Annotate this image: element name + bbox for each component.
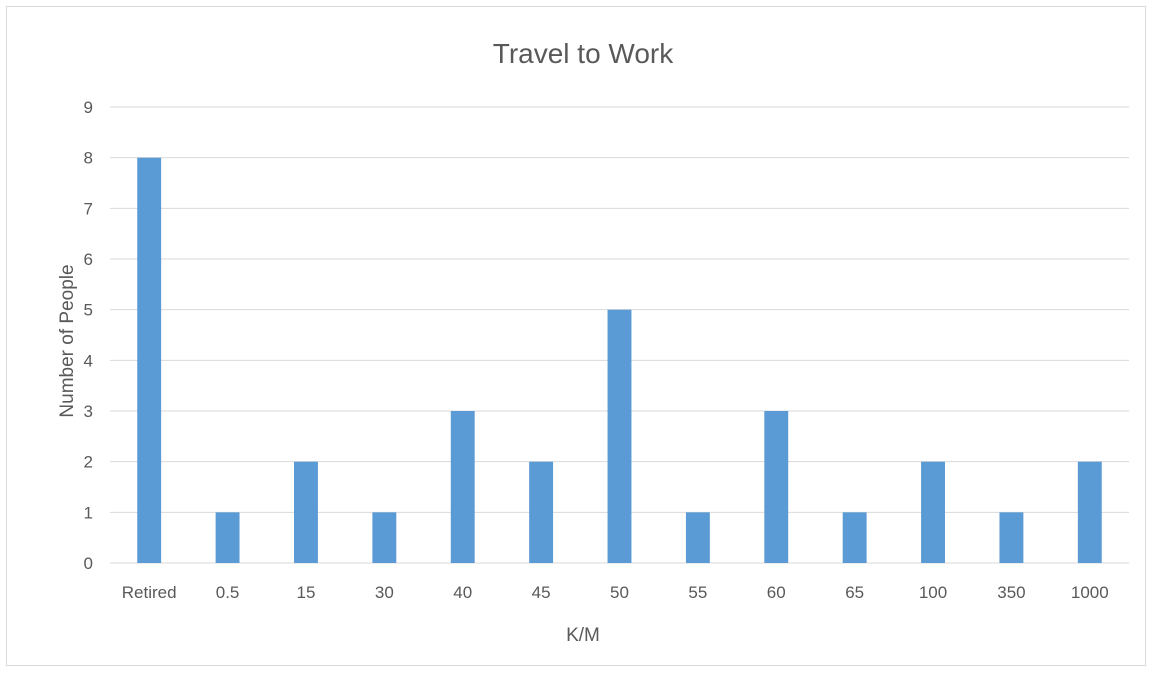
x-tick-label: 15 bbox=[297, 583, 316, 602]
x-tick-label: 65 bbox=[845, 583, 864, 602]
y-tick-label: 4 bbox=[84, 351, 93, 370]
y-tick-label: 1 bbox=[84, 503, 93, 522]
x-tick-label: 350 bbox=[997, 583, 1025, 602]
bar-350 bbox=[999, 512, 1024, 563]
chart-title: Travel to Work bbox=[493, 38, 674, 69]
bar-30 bbox=[372, 512, 397, 563]
x-tick-label: 1000 bbox=[1071, 583, 1109, 602]
y-tick-label: 7 bbox=[84, 199, 93, 218]
bar-Retired bbox=[137, 157, 162, 563]
y-tick-label: 6 bbox=[84, 250, 93, 269]
x-tick-label: 40 bbox=[453, 583, 472, 602]
y-tick-label: 0 bbox=[84, 554, 93, 573]
bar-15 bbox=[294, 461, 318, 563]
x-axis-ticks: Retired 0.5 15 30 40 45 50 55 60 65 100 350 1000 bbox=[122, 583, 1109, 602]
bar-45 bbox=[529, 461, 554, 563]
bar-50 bbox=[607, 309, 632, 563]
x-tick-label: 45 bbox=[532, 583, 551, 602]
y-tick-label: 2 bbox=[84, 453, 93, 472]
y-tick-label: 9 bbox=[84, 98, 93, 117]
bars bbox=[137, 157, 1102, 563]
x-tick-label: 0.5 bbox=[216, 583, 240, 602]
bar-65 bbox=[842, 512, 867, 563]
y-tick-label: 5 bbox=[84, 301, 93, 320]
x-tick-label: Retired bbox=[122, 583, 177, 602]
x-axis-label: K/M bbox=[566, 625, 600, 646]
x-tick-label: 30 bbox=[375, 583, 394, 602]
x-tick-label: 100 bbox=[919, 583, 947, 602]
y-axis-label: Number of People bbox=[57, 264, 78, 417]
x-tick-label: 60 bbox=[767, 583, 786, 602]
bar-1000 bbox=[1077, 461, 1102, 563]
y-tick-label: 3 bbox=[84, 402, 93, 421]
bar-100 bbox=[921, 461, 945, 563]
y-tick-label: 8 bbox=[84, 149, 93, 168]
bar-40 bbox=[450, 411, 475, 563]
y-axis-ticks: 0 1 2 3 4 5 6 7 8 9 bbox=[84, 98, 93, 573]
x-tick-label: 55 bbox=[688, 583, 707, 602]
bar-55 bbox=[685, 512, 710, 563]
bar-60 bbox=[764, 411, 789, 563]
x-tick-label: 50 bbox=[610, 583, 629, 602]
bar-0.5 bbox=[215, 512, 240, 563]
